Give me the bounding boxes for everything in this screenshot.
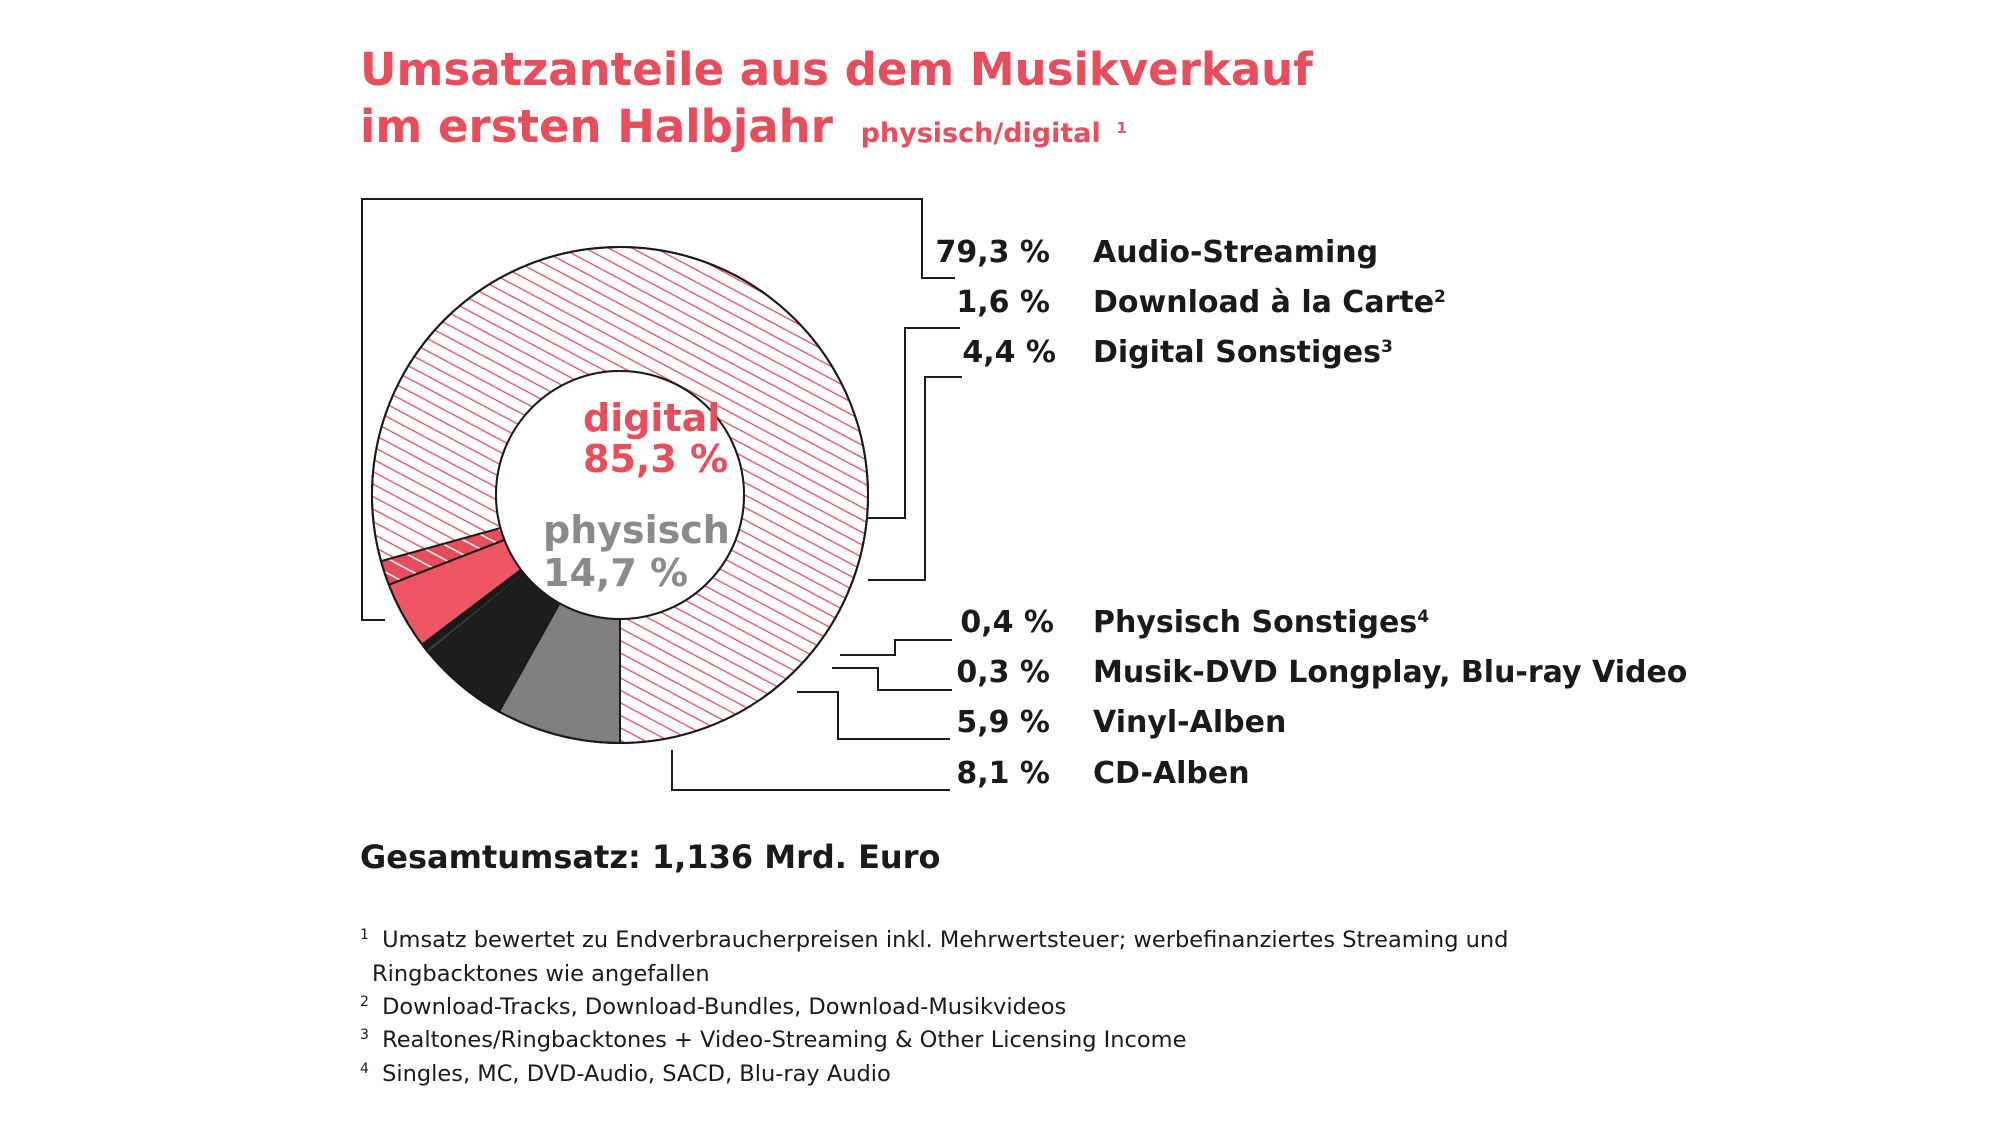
footnotes: 1 Umsatz bewertet zu Endverbraucherpreis…: [360, 927, 1508, 1087]
leader-download: [866, 327, 960, 519]
footnote-4-marker: 4: [360, 1061, 369, 1077]
chart-title-line-1: Umsatzanteile aus dem Musikverkauf: [360, 43, 1313, 96]
leader-cd: [671, 750, 950, 791]
chart-title-line-2: im ersten Halbjahr physisch/digital 1: [360, 100, 1127, 153]
center-digital-label: digital: [583, 396, 720, 440]
footnote-3: 3 Realtones/Ringbacktones + Video-Stream…: [360, 1027, 1186, 1053]
leader-digital-sonstiges: [868, 376, 962, 581]
leader-vinyl: [797, 691, 950, 740]
value-label-digital-sonstiges: 4,4 %: [962, 335, 1056, 370]
total-revenue: Gesamtumsatz: 1,136 Mrd. Euro: [360, 838, 940, 876]
value-label-download-la-carte: 1,6 %: [956, 285, 1050, 320]
footnote-2-text: Download-Tracks, Download-Bundles, Downl…: [382, 994, 1066, 1020]
footnote-2: 2 Download-Tracks, Download-Bundles, Dow…: [360, 994, 1066, 1020]
chart-subtitle-marker: 1: [1116, 119, 1126, 137]
category-label-audio-streaming: Audio-Streaming: [1093, 235, 1378, 270]
legend: 79,3 % Audio-Streaming 1,6 % Download à la …: [935, 235, 1687, 791]
footnote-4-text: Singles, MC, DVD-Audio, SACD, Blu-ray Au…: [382, 1061, 891, 1087]
footnote-1-line-1: 1 Umsatz bewertet zu Endverbraucherpreis…: [360, 927, 1508, 953]
value-label-audio-streaming: 79,3 %: [935, 235, 1050, 270]
center-physisch-value: 14,7 %: [543, 551, 688, 595]
value-label-musik-dvd-longplay-blu-ray-video: 0,3 %: [956, 655, 1050, 690]
footnote-3-marker: 3: [360, 1027, 369, 1043]
footnote-3-text: Realtones/Ringbacktones + Video-Streamin…: [382, 1027, 1186, 1053]
pie-slices: [371, 246, 869, 745]
value-label-vinyl-alben: 5,9 %: [956, 705, 1050, 740]
chart-title-line-2-text: im ersten Halbjahr: [360, 100, 834, 153]
footnote-2-marker: 2: [360, 994, 369, 1010]
category-label-download-la-carte: Download à la Carte2: [1093, 285, 1446, 320]
ring-outline-inner: [495, 370, 745, 620]
center-physisch-label: physisch: [543, 508, 730, 552]
footnote-4: 4 Singles, MC, DVD-Audio, SACD, Blu-ray …: [360, 1061, 891, 1087]
footnote-1-text-1: Umsatz bewertet zu Endverbraucherpreisen…: [382, 927, 1508, 953]
value-label-cd-alben: 8,1 %: [956, 756, 1050, 791]
chart-subtitle: physisch/digital: [861, 118, 1101, 149]
leader-audio-streaming: [361, 198, 955, 621]
leader-physisch-sonstiges: [840, 639, 952, 656]
leader-lines: [361, 198, 962, 791]
category-label-vinyl-alben: Vinyl-Alben: [1093, 705, 1286, 740]
ring-outline-outer: [371, 246, 869, 744]
leader-musik-dvd: [832, 667, 952, 691]
center-digital-value: 85,3 %: [583, 437, 728, 481]
footnote-1-marker: 1: [360, 927, 369, 943]
value-label-physisch-sonstiges: 0,4 %: [960, 605, 1054, 640]
category-label-cd-alben: CD-Alben: [1093, 756, 1250, 791]
category-label-physisch-sonstiges: Physisch Sonstiges4: [1093, 605, 1429, 640]
footnote-1-line-2: Ringbacktones wie angefallen: [372, 961, 710, 987]
category-label-musik-dvd-longplay-blu-ray-video: Musik-DVD Longplay, Blu-ray Video: [1093, 655, 1687, 690]
category-label-digital-sonstiges: Digital Sonstiges3: [1093, 335, 1393, 370]
